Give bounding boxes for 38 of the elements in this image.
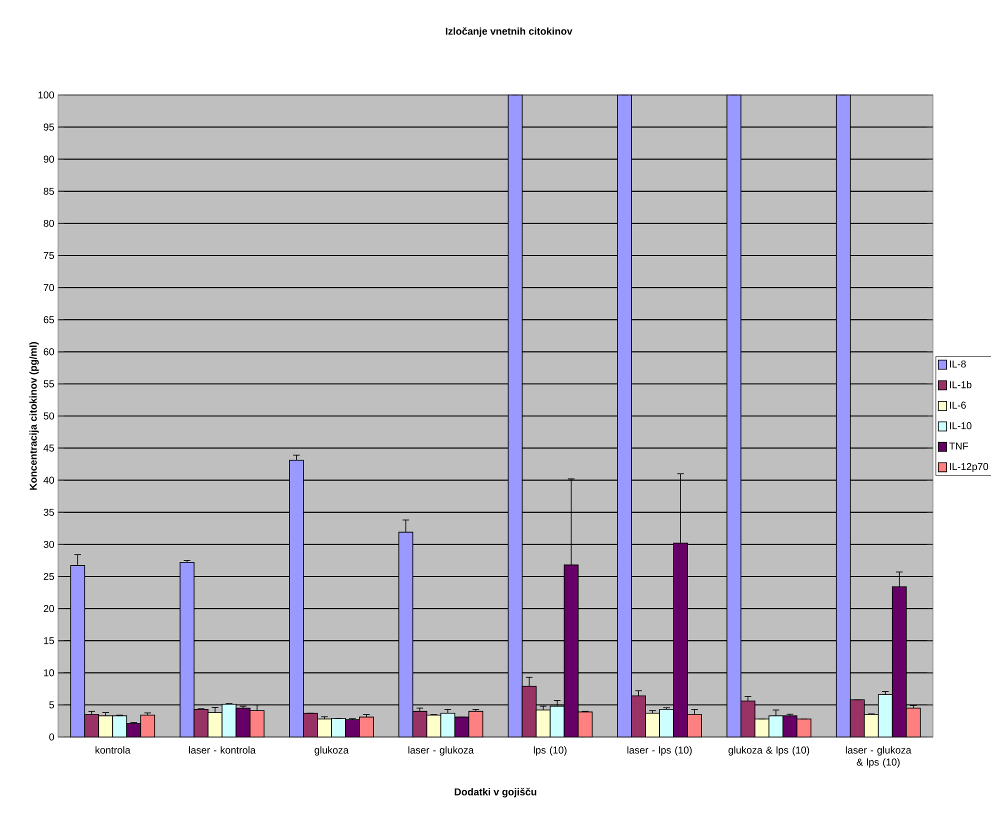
legend-label: IL-10	[950, 422, 972, 430]
x-tick-label: glukoza	[314, 746, 349, 756]
y-tick-label: 85	[44, 188, 54, 195]
y-tick-label: 35	[44, 508, 54, 516]
y-tick-label: 50	[44, 412, 54, 420]
y-tick-label: 100	[38, 91, 54, 99]
y-tick-label: 60	[44, 348, 54, 356]
y-tick-label: 65	[44, 316, 54, 324]
x-tick-label: laser - glukoza & lps (10)	[846, 746, 912, 768]
legend-label: IL-12p70	[950, 463, 988, 472]
y-tick-label: 75	[44, 252, 54, 259]
x-tick-label: laser - kontrola	[189, 746, 256, 754]
x-tick-label: laser - glukoza	[408, 746, 474, 756]
y-tick-label: 25	[44, 572, 54, 580]
y-tick-label: 20	[44, 605, 54, 612]
y-tick-label: 45	[44, 444, 54, 452]
x-tick-label: lps (10)	[534, 746, 567, 756]
x-tick-label: glukoza & lps (10)	[728, 746, 810, 756]
y-tick-label: 10	[44, 669, 54, 676]
legend-label: TNF	[949, 442, 968, 450]
y-tick-label: 40	[44, 476, 54, 484]
legend-label: IL-8	[950, 360, 966, 368]
y-axis-title: Koncentracija citokinov (pg/ml)	[29, 342, 39, 490]
y-tick-label: 95	[44, 124, 54, 131]
y-tick-label: 0	[49, 733, 54, 741]
y-tick-label: 70	[44, 284, 54, 292]
legend-label: IL-1b	[950, 380, 972, 388]
legend-label: IL-6	[950, 402, 966, 409]
y-tick-label: 30	[44, 540, 54, 548]
x-axis-title: Dodatki v gojišču	[454, 788, 536, 798]
y-tick-label: 90	[44, 156, 54, 163]
y-tick-label: 15	[44, 637, 54, 644]
chart-title: Izločanje vnetnih citokinov	[446, 27, 572, 37]
x-tick-label: laser - lps (10)	[627, 746, 692, 756]
y-tick-label: 80	[44, 220, 54, 227]
x-tick-label: kontrola	[96, 746, 130, 754]
y-tick-label: 55	[44, 380, 54, 388]
y-tick-label: 5	[49, 701, 54, 708]
